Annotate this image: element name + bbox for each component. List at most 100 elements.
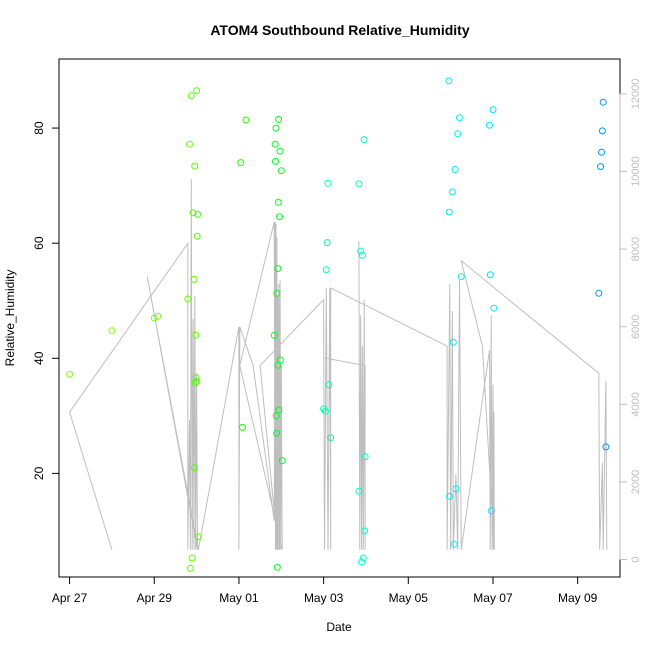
y2-axis: 0 2000 4000 6000 8000 10000 12000 [619, 79, 642, 563]
data-point [273, 563, 281, 571]
data-point [186, 564, 194, 572]
y2-tick-label: 8000 [630, 237, 642, 261]
y2-tick-label: 4000 [630, 392, 642, 416]
data-point [184, 295, 192, 303]
data-point [193, 232, 201, 240]
y-tick-label: 40 [32, 351, 46, 365]
data-point [191, 162, 199, 170]
x-tick-label: May 01 [219, 591, 259, 605]
x-axis: Apr 27 Apr 29 May 01 May 03 May 05 May 07 May … [52, 576, 598, 605]
data-point [457, 273, 465, 281]
y2-tick-label: 6000 [630, 314, 642, 338]
data-point [191, 379, 199, 386]
data-point [324, 179, 332, 187]
data-point [276, 213, 283, 221]
x-axis-label: Date [326, 620, 352, 634]
x-tick-label: Apr 27 [52, 591, 88, 605]
data-point [276, 356, 284, 364]
data-point [272, 124, 280, 132]
data-point [454, 130, 462, 138]
data-point [190, 464, 198, 472]
data-point [322, 266, 330, 274]
data-point [273, 429, 281, 437]
data-point [108, 327, 116, 335]
data-point [325, 381, 333, 389]
data-point [446, 492, 453, 500]
data-point [357, 247, 365, 255]
data-point [327, 434, 335, 442]
data-point [449, 338, 457, 346]
data-point [361, 453, 369, 461]
data-point [598, 127, 606, 135]
data-point [275, 115, 283, 123]
data-point [450, 540, 458, 548]
data-point [486, 121, 493, 129]
data-point [193, 87, 201, 95]
data-point [456, 114, 463, 122]
data-point [272, 412, 280, 420]
data-point [194, 210, 202, 218]
data-point [320, 405, 328, 413]
data-point [239, 423, 246, 431]
data-point [445, 208, 453, 216]
data-point [190, 275, 198, 283]
data-point [271, 140, 279, 148]
data-point [193, 377, 201, 385]
series-line-1 [69, 179, 608, 550]
data-point [358, 558, 366, 566]
series-line-2 [323, 241, 366, 550]
data-point [321, 407, 329, 415]
x-tick-label: May 05 [389, 591, 429, 605]
y2-tick-label: 2000 [630, 470, 642, 494]
chart-title: ATOM4 Southbound Relative_Humidity [210, 22, 469, 38]
data-point [192, 331, 200, 339]
data-point [490, 304, 498, 312]
y2-tick-label: 0 [630, 556, 642, 562]
data-point [242, 116, 250, 124]
data-point [272, 157, 279, 165]
data-point [360, 136, 368, 144]
data-point [150, 314, 158, 322]
points-layer [66, 77, 610, 572]
lines-layer [69, 179, 608, 550]
y2-tick-label: 10000 [630, 156, 642, 187]
data-point [270, 331, 278, 339]
data-point [237, 159, 245, 167]
data-point [487, 507, 495, 515]
data-point [275, 406, 283, 414]
x-tick-label: May 09 [558, 591, 598, 605]
data-point [273, 289, 281, 297]
data-point [359, 554, 367, 562]
data-point [355, 487, 363, 495]
data-point [361, 527, 369, 535]
y-tick-label: 80 [32, 121, 46, 135]
data-point [355, 180, 363, 188]
data-point [595, 289, 603, 297]
y2-tick-label: 12000 [630, 79, 642, 110]
data-point [448, 188, 456, 196]
y-tick-label: 20 [32, 466, 46, 480]
data-point [192, 374, 200, 382]
data-point [277, 167, 285, 175]
data-point [489, 106, 497, 114]
data-point [486, 271, 494, 279]
data-point [597, 163, 605, 171]
x-tick-label: May 07 [473, 591, 513, 605]
data-point [189, 209, 197, 217]
data-point [599, 98, 607, 106]
data-point [323, 239, 331, 247]
data-point [154, 312, 162, 320]
data-point [445, 77, 453, 85]
data-point [186, 140, 193, 148]
x-tick-label: May 03 [304, 591, 344, 605]
data-point [276, 147, 284, 155]
data-point [598, 148, 605, 156]
data-point [274, 198, 282, 206]
data-point [194, 533, 202, 541]
data-point [452, 485, 460, 493]
y-axis: 20 40 60 80 [32, 121, 60, 480]
data-point [274, 265, 282, 272]
